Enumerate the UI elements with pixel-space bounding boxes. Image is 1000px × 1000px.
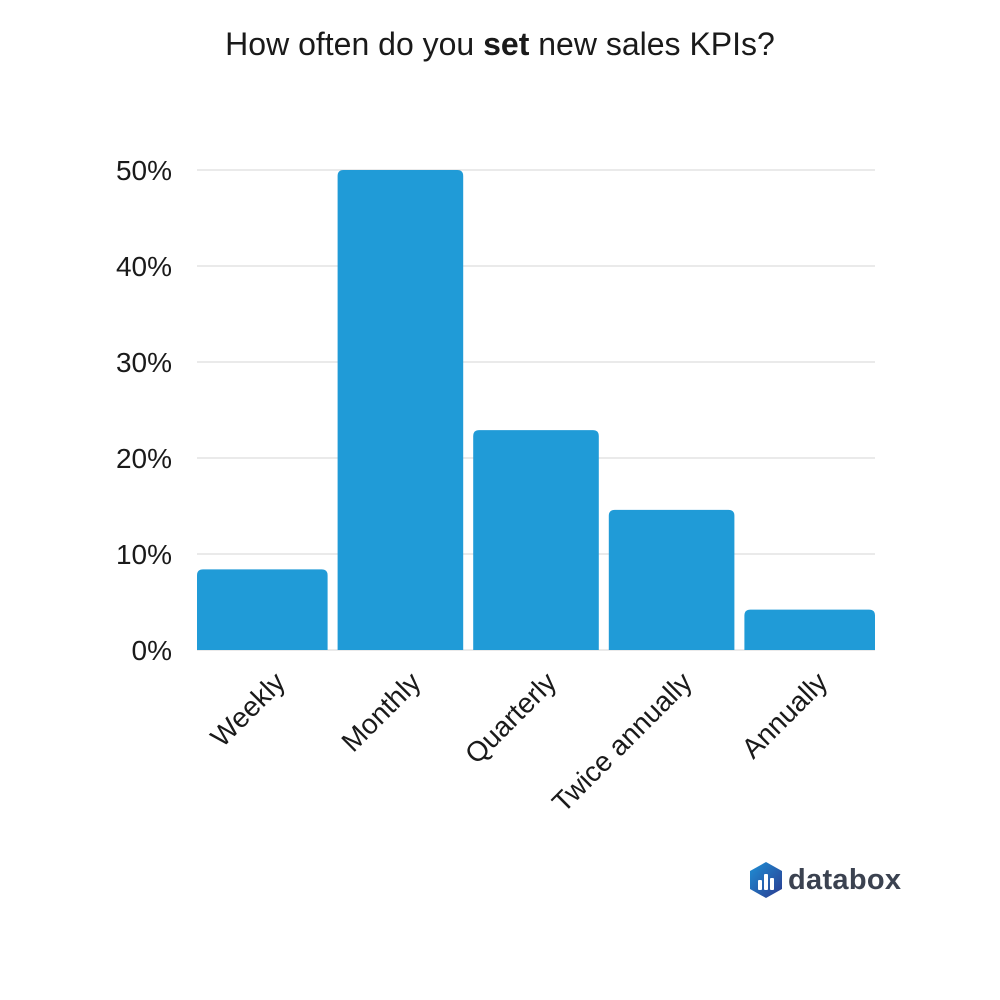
- x-tick-label: Annually: [736, 666, 834, 764]
- x-tick-label: Monthly: [335, 666, 426, 757]
- databox-logo: databox: [746, 860, 906, 900]
- y-tick-label: 0%: [132, 635, 172, 666]
- y-tick-label: 40%: [116, 251, 172, 282]
- chart-title: How often do you set new sales KPIs?: [0, 26, 1000, 63]
- bar: [337, 170, 464, 650]
- bar: [197, 569, 328, 650]
- y-tick-label: 30%: [116, 347, 172, 378]
- y-tick-label: 10%: [116, 539, 172, 570]
- x-tick-label: Quarterly: [459, 666, 562, 769]
- x-tick-label: Twice annually: [546, 666, 698, 818]
- title-prefix: How often do you: [225, 26, 484, 62]
- title-emphasis: set: [483, 26, 530, 62]
- bar: [473, 430, 599, 650]
- y-tick-label: 50%: [116, 155, 172, 186]
- title-suffix: new sales KPIs?: [529, 26, 775, 62]
- brand-name: databox: [788, 864, 902, 896]
- databox-hexagon-icon: [750, 862, 782, 898]
- bar: [608, 509, 735, 650]
- y-tick-label: 20%: [116, 443, 172, 474]
- bar: [744, 609, 875, 650]
- x-tick-label: Weekly: [205, 666, 291, 752]
